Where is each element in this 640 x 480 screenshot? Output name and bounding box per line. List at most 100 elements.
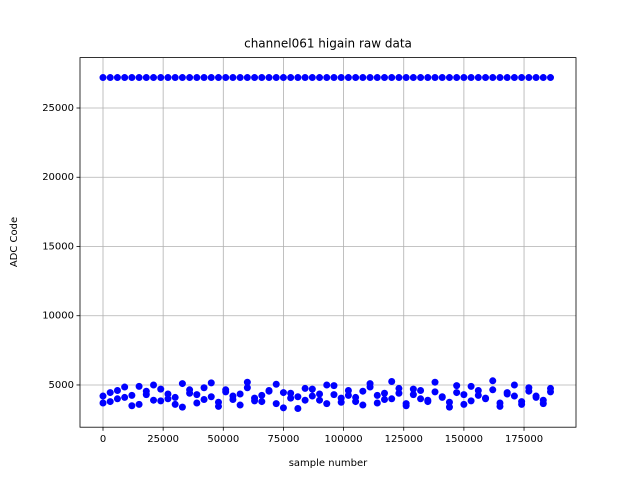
point (279, 404, 287, 412)
point (453, 389, 461, 397)
point (460, 74, 468, 82)
point (482, 395, 490, 403)
point (214, 398, 222, 406)
point (214, 74, 222, 82)
y-tick-label: 15000 (42, 241, 74, 252)
point (106, 389, 114, 397)
point (467, 74, 475, 82)
point (222, 74, 230, 82)
point (388, 395, 396, 403)
point (380, 396, 388, 404)
point (251, 394, 259, 402)
point (287, 74, 295, 82)
point (431, 74, 439, 82)
point (380, 389, 388, 397)
point (388, 378, 396, 386)
point (200, 384, 208, 392)
x-tick-label: 150000 (445, 434, 483, 445)
point (532, 392, 540, 400)
point (496, 402, 504, 410)
point (546, 74, 554, 82)
point (316, 396, 324, 404)
point (128, 74, 136, 82)
point (359, 74, 367, 82)
x-tick-label: 100000 (324, 434, 362, 445)
point (323, 381, 331, 389)
point (330, 391, 338, 399)
point (272, 400, 280, 408)
point (99, 399, 107, 407)
point (106, 74, 114, 82)
point (308, 385, 316, 393)
point (417, 387, 425, 395)
point (121, 383, 129, 391)
point (373, 391, 381, 399)
point (409, 74, 417, 82)
y-tick-label: 25000 (42, 103, 74, 114)
point (258, 398, 266, 406)
point (287, 389, 295, 397)
point (171, 400, 179, 408)
point (431, 388, 439, 396)
point (482, 74, 490, 82)
point (503, 390, 511, 398)
point (200, 74, 208, 82)
point (409, 391, 417, 399)
point (113, 395, 121, 403)
point (525, 74, 533, 82)
point (510, 392, 518, 400)
point (142, 74, 150, 82)
x-tick-label: 125000 (385, 434, 423, 445)
point (330, 382, 338, 390)
point (178, 403, 186, 411)
point (157, 397, 165, 405)
point (251, 74, 259, 82)
point (287, 394, 295, 402)
point (424, 396, 432, 404)
point (294, 393, 302, 401)
x-axis-label: sample number (289, 458, 368, 469)
point (445, 74, 453, 82)
x-tick-label: 0 (100, 434, 106, 445)
point (352, 74, 360, 82)
point (445, 403, 453, 411)
point (236, 401, 244, 409)
point (301, 384, 309, 392)
point (258, 391, 266, 399)
point (453, 382, 461, 390)
point (157, 385, 165, 393)
point (316, 74, 324, 82)
chart-title: channel061 higain raw data (244, 37, 412, 51)
point (236, 74, 244, 82)
point (164, 74, 172, 82)
point (525, 387, 533, 395)
point (330, 74, 338, 82)
point (186, 386, 194, 394)
point (467, 397, 475, 405)
point (388, 74, 396, 82)
point (431, 378, 439, 386)
point (445, 398, 453, 406)
x-tick-label: 75000 (268, 434, 300, 445)
point (186, 74, 194, 82)
point (128, 402, 136, 410)
point (243, 384, 251, 392)
point (438, 393, 446, 401)
point (121, 74, 129, 82)
point (99, 74, 107, 82)
x-tick-label: 25000 (147, 434, 179, 445)
point (344, 74, 352, 82)
point (373, 399, 381, 407)
point (157, 74, 165, 82)
point (265, 74, 273, 82)
point (344, 387, 352, 395)
y-tick-label: 10000 (42, 311, 74, 322)
plot-frame (79, 57, 577, 428)
point (373, 74, 381, 82)
point (489, 386, 497, 394)
point (474, 391, 482, 399)
point (113, 74, 121, 82)
point (352, 398, 360, 406)
point (460, 391, 468, 399)
